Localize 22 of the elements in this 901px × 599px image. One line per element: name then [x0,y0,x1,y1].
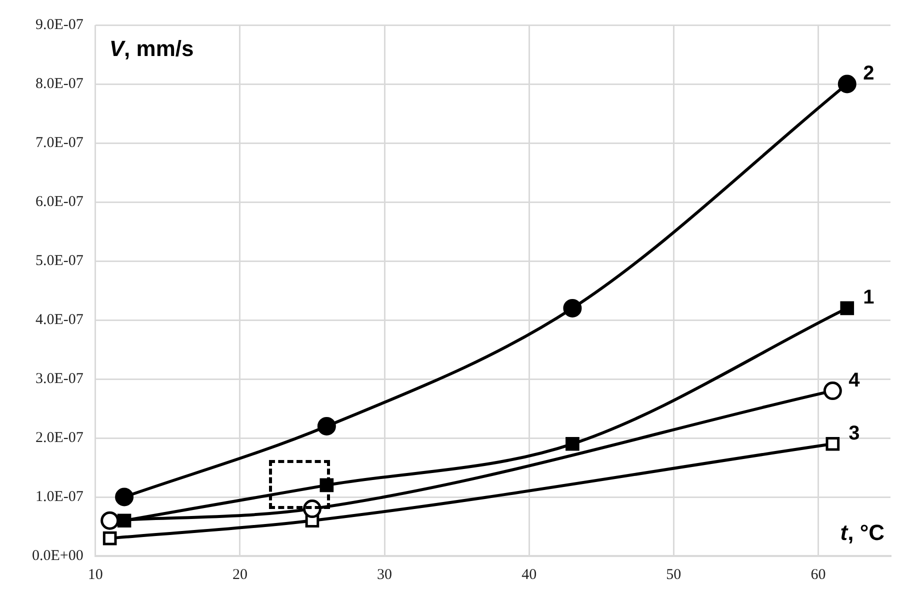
series-label: 4 [848,369,861,392]
y-tick-label: 8.0E-07 [35,76,84,92]
y-tick-label: 3.0E-07 [35,370,84,387]
x-tick-label: 60 [810,566,826,583]
y-tick-label: 6.0E-07 [35,194,84,210]
series-label: 2 [863,62,874,85]
y-tick-label: 0.0E+00 [32,548,84,564]
y-tick-label: 1.0E-07 [35,488,84,505]
x-axis-title: t, °C [840,520,885,546]
y-tick-label: 9.0E-07 [35,16,84,33]
y-tick-label: 2.0E-07 [35,430,84,446]
y-tick-label: 5.0E-07 [35,252,84,269]
series-label: 1 [863,286,874,309]
x-tick-label: 30 [377,566,392,583]
x-tick-label: 10 [88,566,103,583]
y-axis-title: V, mm/s [109,36,194,62]
x-tick-label: 40 [522,566,537,583]
series-label: 3 [848,422,860,444]
x-tick-label: 20 [232,566,248,583]
x-tick-label: 50 [666,566,682,583]
y-tick-label: 7.0E-07 [35,134,84,151]
y-tick-label: 4.0E-07 [35,312,84,328]
